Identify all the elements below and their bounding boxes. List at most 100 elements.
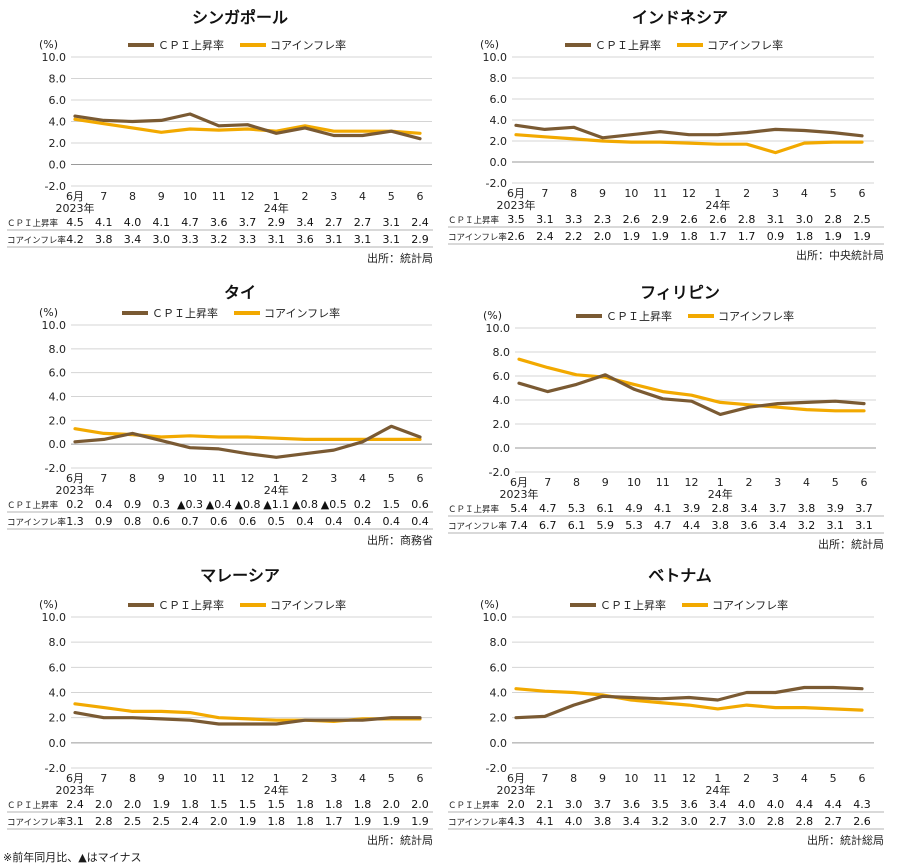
panel-5-table-row-label-cpi: ＣＰＩ上昇率 (448, 800, 500, 811)
panel-4-x-tick-label: 2 (302, 772, 309, 785)
panel-0-table-cell-core: 3.4 (124, 233, 142, 246)
panel-5-x-tick-label: 4 (801, 772, 808, 785)
panel-3-x-tick-label: 6 (861, 476, 868, 489)
panel-1-table-cell-core: 1.8 (796, 230, 814, 243)
panel-5-y-tick-label: 10.0 (483, 611, 508, 624)
panel-2-table-cell-core: 0.7 (181, 515, 199, 528)
panel-1-table-cell-core: 2.0 (594, 230, 612, 243)
panel-2-x-tick-label: 12 (241, 472, 255, 485)
panel-0-source-note: 出所：統計局 (367, 251, 433, 265)
panel-1-y-tick-label: 8.0 (490, 72, 508, 85)
panel-2-x-tick-label: 1 (273, 472, 280, 485)
panel-5-y-tick-label: 8.0 (490, 636, 508, 649)
panel-3-x-tick-label: 1 (717, 476, 724, 489)
panel-2-table-cell-core: 0.8 (124, 515, 142, 528)
panel-4-table-cell-core: 2.5 (153, 815, 171, 828)
panel-1-table-cell-cpi: 2.8 (738, 213, 756, 226)
panel-0-table-cell-cpi: 3.6 (210, 216, 228, 229)
panel-0-y-tick-label: 10.0 (42, 51, 67, 64)
panel-5-x-tick-label: 2 (743, 772, 750, 785)
panel-5-table-cell-cpi: 3.0 (565, 798, 583, 811)
panel-3-y-tick-label: -2.0 (489, 466, 510, 479)
panel-5-legend-label-cpi: ＣＰＩ上昇率 (600, 598, 666, 612)
panel-4-table-cell-cpi: 1.5 (268, 798, 286, 811)
panel-5-chart-title: ベトナム (648, 566, 712, 585)
panel-2-table-cell-core: 0.4 (354, 515, 372, 528)
panel-3-table-cell-cpi: 4.9 (625, 502, 643, 515)
panel-0-table-cell-cpi: 2.7 (354, 216, 372, 229)
panel-5-table-cell-cpi: 2.1 (536, 798, 554, 811)
panel-1-table-cell-cpi: 3.1 (767, 213, 785, 226)
panel-4-x-tick-label: 6月 (66, 772, 84, 785)
panel-1-x-tick-label: 4 (801, 187, 808, 200)
panel-4-x-tick-label: 10 (183, 772, 197, 785)
panel-4-table-cell-core: 2.0 (210, 815, 228, 828)
panel-2-legend-label-cpi: ＣＰＩ上昇率 (152, 306, 218, 320)
panel-0-x-tick-label: 12 (241, 190, 255, 203)
panel-1-y-tick-label: 6.0 (490, 93, 508, 106)
panel-4-legend-label-cpi: ＣＰＩ上昇率 (158, 598, 224, 612)
panel-3-table-cell-core: 6.7 (539, 519, 557, 532)
panel-4-y-tick-label: 4.0 (49, 687, 67, 700)
panel-4-x-tick-label: 7 (100, 772, 107, 785)
panel-4-table-cell-core: 2.8 (95, 815, 113, 828)
panel-3-x-tick-label: 7 (544, 476, 551, 489)
panel-1-table-cell-cpi: 2.3 (594, 213, 612, 226)
panel-4-table-cell-cpi: 2.0 (383, 798, 401, 811)
panel-5-table-cell-core: 2.7 (709, 815, 727, 828)
panel-4-y-tick-label: 0.0 (49, 737, 67, 750)
panel-3-legend-label-core: コアインフレ率 (718, 309, 794, 323)
panel-2-table-cell-core: 0.9 (95, 515, 113, 528)
panel-0-table-cell-core: 3.2 (210, 233, 228, 246)
panel-3-series-line-core (517, 357, 866, 413)
panel-3-x-tick-label: 12 (685, 476, 699, 489)
panel-4-table-cell-core: 1.8 (296, 815, 314, 828)
panel-4-table-cell-cpi: 1.8 (181, 798, 199, 811)
panel-3-y-tick-label: 2.0 (493, 418, 511, 431)
panel-4-table-row-label-cpi: ＣＰＩ上昇率 (7, 800, 59, 811)
panel-2-x-tick-label: 3 (330, 472, 337, 485)
panel-0-y-tick-label: -2.0 (45, 180, 66, 193)
panel-5-table-cell-core: 4.0 (565, 815, 583, 828)
panel-2-x-tick-label: 7 (100, 472, 107, 485)
panel-2-x-tick-label: 2 (302, 472, 309, 485)
panel-4-y-tick-label: 6.0 (49, 661, 67, 674)
panel-3-x-tick-label: 6月 (510, 476, 528, 489)
panel-1-x-tick-label: 7 (541, 187, 548, 200)
panel-3-table-cell-cpi: 3.9 (683, 502, 701, 515)
panel-4-x-tick-label: 9 (158, 772, 165, 785)
panel-4-x-tick-label: 3 (330, 772, 337, 785)
panel-1-y-tick-label: 4.0 (490, 114, 508, 127)
panel-1-x-tick-label: 9 (599, 187, 606, 200)
panel-2-y-tick-label: -2.0 (45, 462, 66, 475)
panel-3-table-cell-core: 3.8 (712, 519, 730, 532)
panel-5-y-tick-label: -2.0 (486, 762, 507, 775)
panel-2-y-tick-label: 8.0 (49, 343, 67, 356)
panel-0-table-cell-core: 3.8 (95, 233, 113, 246)
panel-1-table-cell-core: 1.7 (709, 230, 727, 243)
panel-5-x-tick-label: 6 (859, 772, 866, 785)
panel-0-table-cell-core: 2.9 (411, 233, 429, 246)
panel-5-table-cell-core: 2.6 (853, 815, 871, 828)
panel-0-table-cell-core: 3.3 (239, 233, 257, 246)
panel-3-table-cell-core: 7.4 (510, 519, 528, 532)
panel-0-y-tick-label: 4.0 (49, 116, 67, 129)
panel-4-x-tick-label: 5 (388, 772, 395, 785)
panel-4-x-tick-label: 1 (273, 772, 280, 785)
panel-0-year-label: 24年 (264, 201, 289, 215)
panel-2-series-line-cpi (73, 424, 422, 459)
panel-5-series-line-cpi (514, 685, 864, 720)
panel-2-table-cell-core: 0.4 (325, 515, 343, 528)
panel-0-table-cell-core: 3.1 (354, 233, 372, 246)
panel-0-table-cell-core: 3.1 (383, 233, 401, 246)
panel-1-y-tick-label: 2.0 (490, 135, 508, 148)
panel-2-y-tick-label: 0.0 (49, 438, 67, 451)
panel-4-year-label: 2023年 (56, 783, 95, 797)
panel-0-series-line-core (73, 117, 422, 135)
panel-1-x-tick-label: 11 (653, 187, 667, 200)
panel-5-x-tick-label: 9 (599, 772, 606, 785)
panel-1-x-tick-label: 12 (682, 187, 696, 200)
panel-4-table-cell-cpi: 1.5 (210, 798, 228, 811)
panel-4-table-cell-cpi: 1.8 (354, 798, 372, 811)
panel-2-y-tick-label: 10.0 (42, 319, 67, 332)
